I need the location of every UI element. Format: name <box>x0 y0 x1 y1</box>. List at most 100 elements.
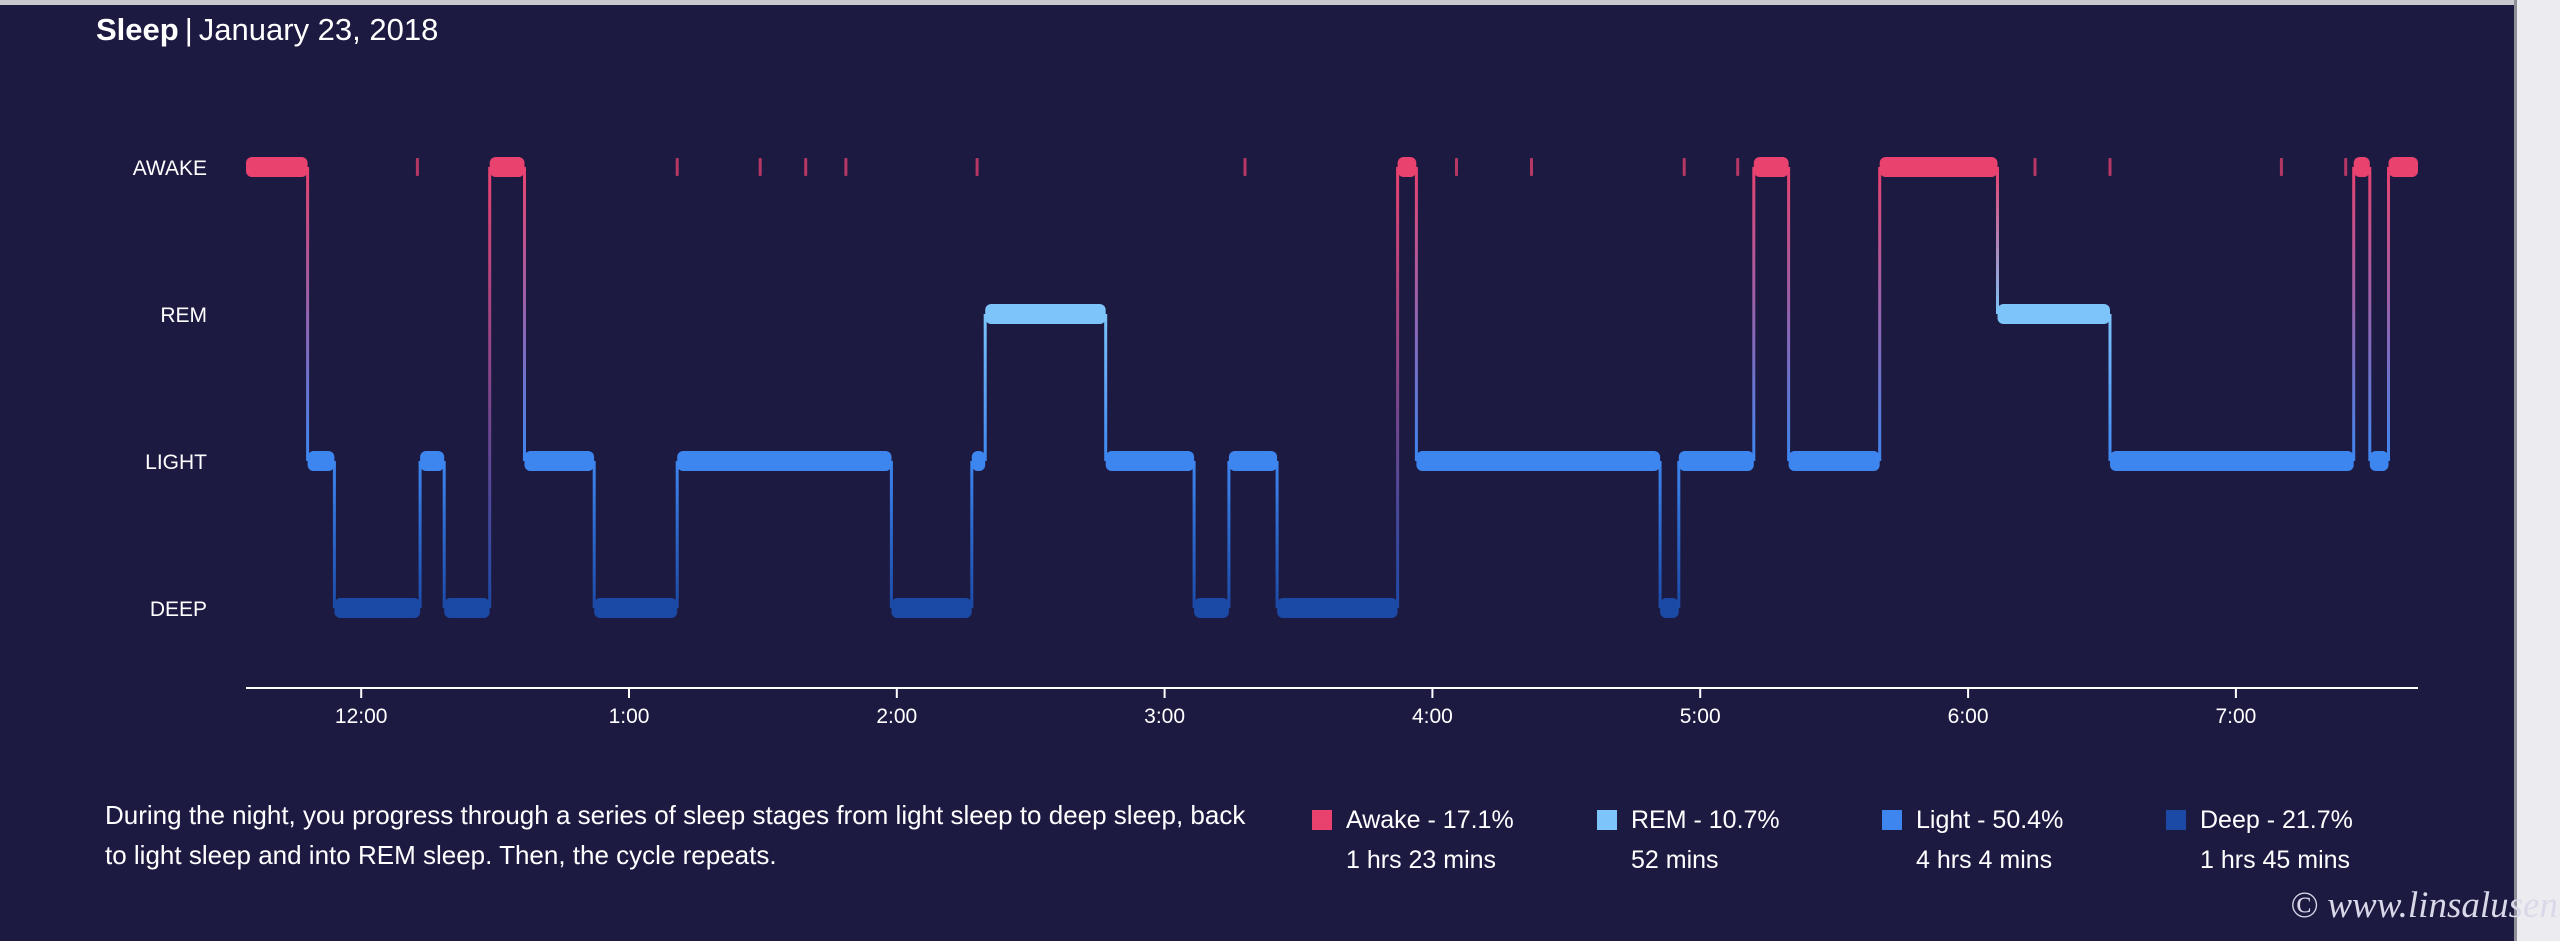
stage-bar-awake <box>2353 157 2370 177</box>
page-date: January 23, 2018 <box>198 12 439 47</box>
x-tick-label: 6:00 <box>1948 705 1989 728</box>
legend-value-rem: 52 mins <box>1631 846 1719 874</box>
legend-swatch-awake <box>1312 810 1332 830</box>
legend-label-deep: Deep - 21.7% <box>2200 806 2353 834</box>
stage-transition <box>1192 461 1196 608</box>
window-top-strip <box>0 0 2560 5</box>
stage-transition <box>970 461 974 608</box>
stage-transition <box>306 167 310 461</box>
stage-bar-rem <box>1997 304 2110 324</box>
stage-transition <box>983 314 987 461</box>
legend-value-deep: 1 hrs 45 mins <box>2200 846 2351 874</box>
stage-transition <box>1996 167 1999 314</box>
awake-tick <box>1243 158 1247 176</box>
stage-transition <box>2352 167 2356 461</box>
x-tick-label: 2:00 <box>876 705 917 728</box>
page-title: Sleep <box>96 12 179 47</box>
stage-bar-deep <box>1277 598 1398 618</box>
awake-tick <box>758 158 762 176</box>
stage-bar-light <box>2369 451 2389 471</box>
awake-tick <box>2279 158 2283 176</box>
x-tick-label: 3:00 <box>1144 705 1185 728</box>
awake-tick <box>1455 158 1458 176</box>
legend-item-deep: Deep - 21.7% 1 hrs 45 mins <box>2166 800 2353 880</box>
legend-item-awake: Awake - 17.1% 1 hrs 23 mins <box>1312 800 1514 880</box>
stage-bar-light <box>420 451 445 471</box>
stage-transition <box>889 461 893 608</box>
stage-bar-rem <box>985 304 1106 324</box>
stage-transition <box>675 461 679 608</box>
stage-bar-awake <box>246 157 308 177</box>
stage-bar-light <box>1105 451 1195 471</box>
x-tick-label: 7:00 <box>2215 705 2256 728</box>
legend-item-rem: REM - 10.7% 52 mins <box>1597 800 1780 880</box>
stage-transition <box>418 461 422 608</box>
legend-value-light: 4 hrs 4 mins <box>1916 846 2053 874</box>
awake-tick <box>415 158 419 176</box>
stage-transition <box>1396 167 1400 608</box>
stage-bar-deep <box>334 598 421 618</box>
legend-swatch-light <box>1882 810 1902 830</box>
y-label-deep: DEEP <box>150 598 207 621</box>
stage-bar-deep <box>594 598 678 618</box>
stage-bar-deep <box>891 598 972 618</box>
awake-tick <box>1682 158 1686 176</box>
stage-bar-light <box>1678 451 1754 471</box>
stage-transition <box>1752 167 1756 461</box>
legend-label-awake: Awake - 17.1% <box>1346 806 1514 834</box>
stage-bar-deep <box>444 598 490 618</box>
window-right-strip <box>2514 0 2560 941</box>
stage-bar-awake <box>489 157 525 177</box>
stage-bar-light <box>1228 451 1278 471</box>
stage-bar-light <box>524 451 595 471</box>
y-label-light: LIGHT <box>145 451 207 474</box>
stage-transition <box>1104 314 1108 461</box>
stage-bar-awake <box>1397 157 1417 177</box>
stage-bar-light <box>1788 451 1880 471</box>
stage-transition <box>2108 314 2112 461</box>
stage-transition <box>2387 167 2390 461</box>
awake-tick <box>975 158 979 176</box>
stage-transition <box>1414 167 1418 461</box>
stage-bar-light <box>971 451 986 471</box>
stage-transition <box>1677 461 1681 608</box>
awake-tick <box>1530 158 1533 176</box>
legend-item-light: Light - 50.4% 4 hrs 4 mins <box>1882 800 2063 880</box>
awake-tick <box>1736 158 1740 176</box>
stage-transition <box>332 461 336 608</box>
stage-bar-light <box>307 451 335 471</box>
awake-tick <box>844 158 848 176</box>
y-label-awake: AWAKE <box>133 157 207 180</box>
stage-transition <box>523 167 526 461</box>
stage-bar-light <box>2110 451 2354 471</box>
stage-bar-awake <box>2388 157 2418 177</box>
sleep-stage-chart: AWAKE REM LIGHT DEEP 12:00 1:00 2:00 3:00 4:00 5… <box>133 157 2418 728</box>
stage-transition <box>1275 461 1279 608</box>
legend-label-rem: REM - 10.7% <box>1631 806 1780 834</box>
awake-tick <box>2033 158 2037 176</box>
stage-transition <box>2368 167 2372 461</box>
awake-tick <box>2344 158 2348 176</box>
legend-value-awake: 1 hrs 23 mins <box>1346 846 1497 874</box>
stage-bar-light <box>1416 451 1661 471</box>
stage-transition <box>1878 167 1882 461</box>
stage-transition <box>592 461 596 608</box>
x-tick-label: 5:00 <box>1680 705 1721 728</box>
stage-transition <box>1658 461 1662 608</box>
y-label-rem: REM <box>160 304 207 327</box>
title-separator: | <box>184 12 193 47</box>
chart-description: During the night, you progress through a… <box>105 800 1246 870</box>
stage-transition <box>1227 461 1231 608</box>
watermark: © www.linsalusen.se <box>2290 885 2560 926</box>
stage-bar-awake <box>1753 157 1789 177</box>
legend-swatch-deep <box>2166 810 2186 830</box>
stage-bar-deep <box>1194 598 1229 618</box>
stage-bar-awake <box>1879 157 1998 177</box>
stage-transition <box>442 461 446 608</box>
x-tick-label: 4:00 <box>1412 705 1453 728</box>
stage-bar-light <box>677 451 892 471</box>
awake-tick <box>675 158 679 176</box>
legend-label-light: Light - 50.4% <box>1916 806 2064 834</box>
awake-tick <box>804 158 808 176</box>
stage-bar-deep <box>1660 598 1679 618</box>
